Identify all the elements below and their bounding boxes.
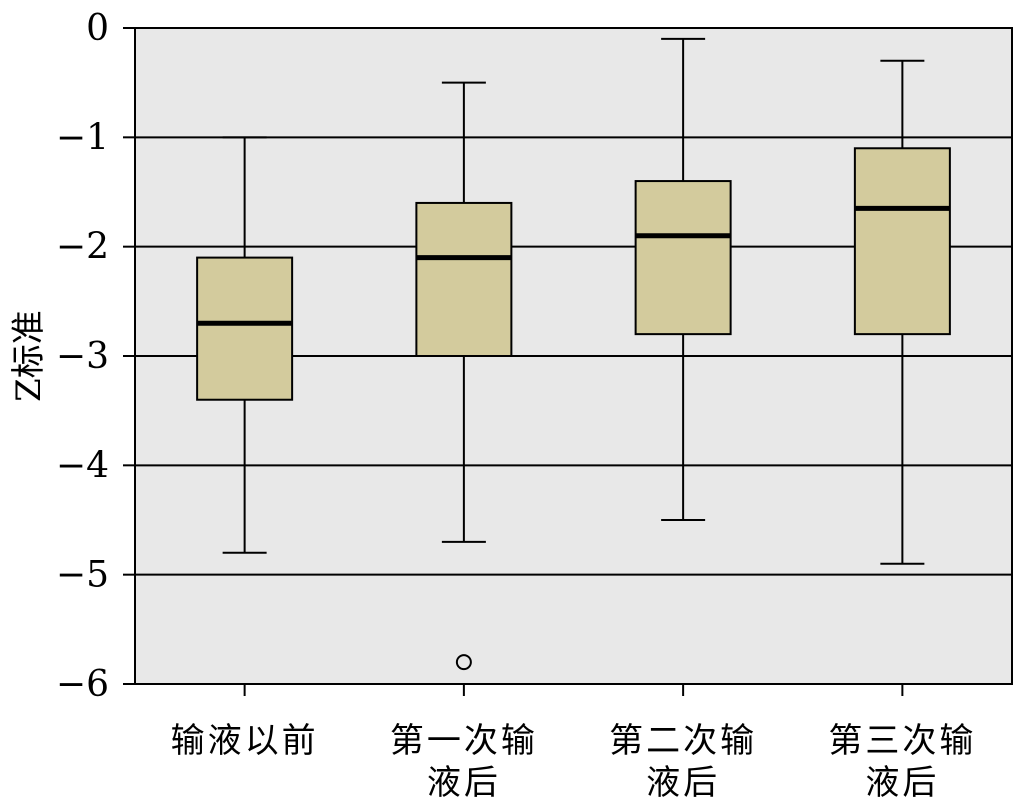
box-group-1 <box>196 136 294 554</box>
y-tick-label-0: 0 <box>86 8 109 49</box>
box-iqr <box>853 147 951 336</box>
y-tick-label-4: −4 <box>56 445 109 486</box>
y-tick-label-3: −3 <box>56 336 109 377</box>
x-category-label-line: 第二次输 <box>609 721 757 761</box>
box-group-2 <box>415 81 513 671</box>
x-category-label-line: 第三次输 <box>828 721 976 761</box>
y-tick-label-1: −1 <box>56 117 109 158</box>
x-category-label-1: 输液以前 <box>171 721 319 761</box>
x-category-label-line: 输液以前 <box>171 721 319 761</box>
y-axis-ticks: 0 −1 −2 −3 −4 −5 −6 <box>56 8 135 705</box>
x-category-label-line: 液后 <box>865 763 939 803</box>
y-tick-label-6: −6 <box>56 664 109 705</box>
y-axis-title: Z标准 <box>9 310 49 402</box>
box-iqr <box>634 180 732 336</box>
x-category-label-3: 第二次输液后 <box>609 721 757 803</box>
box-group-3 <box>634 37 732 521</box>
boxes-layer <box>196 37 951 671</box>
box-iqr <box>196 256 294 401</box>
box-iqr <box>415 201 513 357</box>
y-tick-label-5: −5 <box>56 555 109 596</box>
x-category-label-line: 第一次输 <box>390 721 538 761</box>
box-group-4 <box>853 59 951 565</box>
x-category-label-line: 液后 <box>427 763 501 803</box>
x-category-label-line: 液后 <box>646 763 720 803</box>
outlier-point-1 <box>455 654 472 671</box>
x-category-label-2: 第一次输液后 <box>390 721 538 803</box>
x-category-label-4: 第三次输液后 <box>828 721 976 803</box>
y-tick-label-2: −2 <box>56 227 109 268</box>
